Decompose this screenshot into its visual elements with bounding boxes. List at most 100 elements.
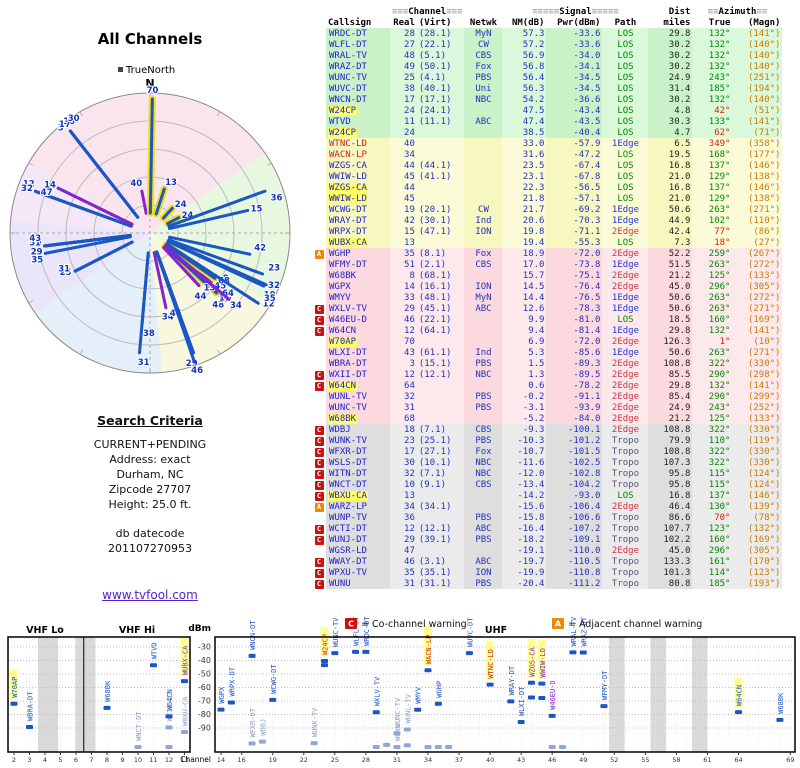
channel-virt-cell: (16.1) <box>416 281 465 292</box>
channel-virt-cell: (25.1) <box>416 435 465 446</box>
channel-real-cell: 40 <box>390 138 417 149</box>
callsign: W70AP <box>328 336 358 347</box>
gray-band <box>38 637 59 752</box>
station-label: W24CP <box>322 634 330 655</box>
dist-miles-cell: 29.8 <box>648 28 693 39</box>
callsign-cell: WPXU-TV <box>326 567 390 578</box>
azimuth-true-cell: 322° <box>692 424 733 435</box>
pwr-dbm-cell: -33.6 <box>546 28 603 39</box>
azimuth-magn-cell: (169°) <box>732 534 783 545</box>
path-cell: 2Edge <box>602 402 649 413</box>
nm-db-cell: 21.8 <box>502 193 547 204</box>
nm-db-cell: 12.6 <box>502 303 547 314</box>
radar-station-spoke <box>162 246 201 288</box>
path-cell: LOS <box>602 490 649 501</box>
co-channel-warning-icon: C <box>314 458 324 468</box>
callsign: WRPX-DT <box>329 226 367 237</box>
table-header-cell: ≡≡≡≡≡Signal≡≡≡≡≡ <box>532 6 619 17</box>
dist-miles-cell: 16.8 <box>648 160 693 171</box>
station-label: WBXU-CA <box>182 696 190 726</box>
azimuth-true-cell: 168° <box>692 149 733 160</box>
dist-miles-cell: 31.4 <box>648 83 693 94</box>
azimuth-magn-cell: (110°) <box>732 215 783 226</box>
channel-real-cell: 45 <box>390 193 417 204</box>
azimuth-true-cell: 263° <box>692 292 733 303</box>
callsign-cell: WUNU <box>326 578 390 589</box>
table-row: C W46EU-D 46 (22.1) 9.9 -81.0 LOS 18.5 160° (169°… <box>312 314 783 325</box>
station-marker <box>269 697 277 702</box>
network-cell <box>464 413 503 424</box>
callsign: WFMY-DT <box>329 259 367 270</box>
channel-virt-cell: (34.1) <box>416 501 465 512</box>
channel-tick-label: 37 <box>455 756 463 764</box>
nm-db-cell: -15.6 <box>502 501 547 512</box>
azimuth-true-cell: 349° <box>692 138 733 149</box>
callsign-cell: WNCN-DT <box>326 94 390 105</box>
co-channel-warning-icon: C <box>314 557 324 567</box>
callsign-cell: WFXR-DT <box>326 446 390 457</box>
callsign-cell: WUNK-TV <box>326 435 390 446</box>
network-cell <box>464 490 503 501</box>
dist-miles-cell: 102.2 <box>648 534 693 545</box>
azimuth-true-cell: 123° <box>692 523 733 534</box>
pwr-dbm-cell: -93.9 <box>546 402 603 413</box>
channel-real-cell: 44 <box>390 160 417 171</box>
azimuth-magn-cell: (177°) <box>732 149 783 160</box>
station-label: WTNC-LD <box>487 649 495 679</box>
channel-virt-cell: (22.1) <box>416 39 465 50</box>
channel-real-cell: 24 <box>390 105 417 116</box>
path-cell: 2Edge <box>602 369 649 380</box>
path-cell: 2Edge <box>602 358 649 369</box>
warning-cell <box>312 512 326 523</box>
callsign-cell: WITN-DT <box>326 468 390 479</box>
station-label: W46EU-D <box>549 680 557 710</box>
azimuth-true-cell: 132° <box>692 380 733 391</box>
azimuth-true-cell: 130° <box>692 501 733 512</box>
station-marker <box>465 651 473 656</box>
callsign: WMYV <box>329 292 351 303</box>
channel-virt-cell: (35.1) <box>416 567 465 578</box>
callsign-cell: WUNL-TV <box>326 391 390 402</box>
vhf-hi-band-label: VHF Hi <box>119 625 155 636</box>
network-cell <box>464 380 503 391</box>
azimuth-magn-cell: (271°) <box>732 303 783 314</box>
channel-tick-label: 11 <box>149 756 157 764</box>
azimuth-true-cell: 129° <box>692 171 733 182</box>
azimuth-magn-cell: (86°) <box>732 226 783 237</box>
callsign: WLXI-DT <box>329 347 367 358</box>
azimuth-magn-cell: (140°) <box>732 94 783 105</box>
table-row: WUBX-CA 13 19.4 -55.3 LOS 7.3 18° (27°) <box>312 237 783 248</box>
table-row: WACN-LP 34 31.6 -47.2 LOS 19.5 168° (177°) <box>312 149 783 160</box>
station-marker <box>134 745 142 749</box>
radar-station-channel-label: 46 <box>191 366 203 376</box>
callsign: WUNL-TV <box>329 391 367 402</box>
callsign-cell: WSLS-DT <box>326 457 390 468</box>
station-label: WACN-LP <box>425 635 433 665</box>
table-row: WZGS-CA 44 (44.1) 23.5 -67.4 LOS 16.8 137° (146°… <box>312 160 783 171</box>
callsign: WZGS-CA <box>329 160 367 171</box>
table-row: WRAL-TV 48 (5.1) CBS 56.9 -34.0 LOS 30.2 132° (14… <box>312 50 783 61</box>
warning-cell <box>312 127 326 138</box>
pwr-dbm-cell: -72.0 <box>546 248 603 259</box>
table-row: WRDC-DT 28 (28.1) MyN 57.3 -33.6 LOS 29.8 132° (1… <box>312 28 783 39</box>
callsign: WBXU-CA <box>328 490 368 501</box>
station-marker <box>181 679 188 684</box>
dist-miles-cell: 16.8 <box>648 182 693 193</box>
azimuth-magn-cell: (138°) <box>732 193 783 204</box>
callsign-cell: WWAY-DT <box>326 556 390 567</box>
radar-station-channel-label: 35 <box>264 294 276 304</box>
pwr-dbm-cell: -34.5 <box>546 83 603 94</box>
pwr-dbm-cell: -78.2 <box>546 380 603 391</box>
pwr-dbm-cell: -34.5 <box>546 72 603 83</box>
pwr-dbm-cell: -89.3 <box>546 358 603 369</box>
tvfool-link[interactable]: www.tvfool.com <box>102 588 198 602</box>
channel-real-cell: 29 <box>390 303 417 314</box>
dist-miles-cell: 50.6 <box>648 347 693 358</box>
callsign: W64CN <box>328 380 358 391</box>
azimuth-true-cell: 42° <box>692 105 733 116</box>
path-cell: 1Edge <box>602 292 649 303</box>
radar-station-channel-label: 47 <box>41 188 53 198</box>
station-marker <box>507 699 515 704</box>
table-row: A WARZ-LP 34 (34.1) -15.6 -106.4 2Edge 46.4 130°… <box>312 501 783 512</box>
callsign-cell: WZGS-CA <box>326 182 390 193</box>
